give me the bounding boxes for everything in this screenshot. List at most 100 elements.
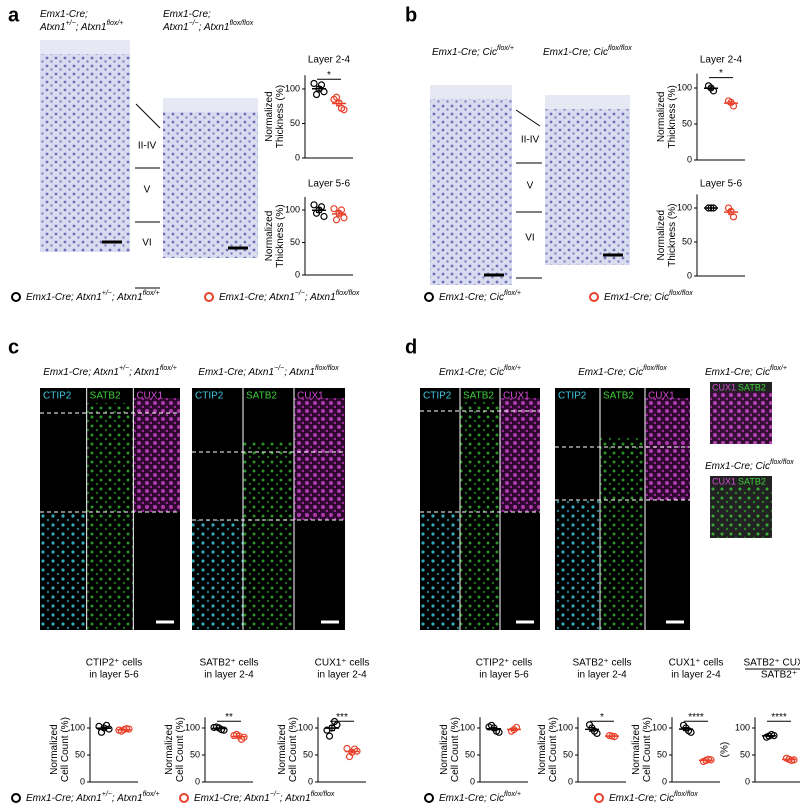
layer-label: V <box>144 185 151 196</box>
data-point <box>762 733 771 741</box>
inset-channel: SATB2 <box>738 382 766 392</box>
inset-cells <box>710 486 772 538</box>
data-point <box>330 205 338 213</box>
y-tick-label: 50 <box>190 749 200 759</box>
data-point <box>485 723 493 731</box>
legend-marker <box>179 793 189 803</box>
chart-title: Layer 2-4 <box>700 55 743 66</box>
legend-marker <box>589 292 599 302</box>
superscript: flox/+ <box>160 365 177 372</box>
layer-guide <box>135 103 161 129</box>
text-segment: Emx1-Cre; Atxn1 <box>43 367 119 378</box>
y-tick-label: 50 <box>290 237 300 247</box>
satb2-signal <box>86 403 134 630</box>
inset-channel: CUX1 <box>712 476 736 486</box>
superscript: −/− <box>274 365 284 372</box>
y-axis-label: Thickness (%) <box>275 204 286 267</box>
y-axis-label: Normalized <box>164 724 175 775</box>
y-tick-label: 0 <box>308 776 313 786</box>
text-segment: Emx1-Cre; Cic <box>705 367 770 378</box>
chart-title: SATB2⁺ cells <box>573 658 632 669</box>
legend-marker <box>204 292 214 302</box>
text-segment: Emx1-Cre; Cic <box>578 367 643 378</box>
chart-title: Layer 2-4 <box>308 55 351 66</box>
superscript: flox/+ <box>106 20 123 27</box>
legend-marker <box>11 292 21 302</box>
channel-label: CUX1 <box>297 391 324 402</box>
y-tick-label: 50 <box>290 118 300 128</box>
superscript: +/− <box>102 791 112 798</box>
chart-title: in layer 2-4 <box>671 670 721 681</box>
channel-label: CTIP2 <box>195 391 224 402</box>
cux1-signal <box>645 398 690 500</box>
channel-label: CUX1 <box>503 391 530 402</box>
chart-title: SATB2⁺ <box>761 670 797 681</box>
rich-text: Emx1-Cre; <box>40 9 88 20</box>
significance-label: *** <box>336 712 348 723</box>
superscript: flox/flox <box>311 791 335 798</box>
inset-cells <box>710 392 772 444</box>
y-tick-label: 100 <box>298 722 313 732</box>
channel-label: SATB2 <box>246 391 277 402</box>
data-point <box>782 754 791 762</box>
y-tick-label: 50 <box>303 749 313 759</box>
y-axis-label: Normalized <box>631 724 642 775</box>
rich-text: Emx1-Cre; Atxn1−/−; Atxn1flox/flox <box>198 365 339 378</box>
cux1-signal <box>294 398 345 520</box>
y-axis-label: Thickness (%) <box>275 85 286 148</box>
data-point <box>310 201 318 209</box>
rich-text: Emx1-Cre; Cicflox/flox <box>543 45 632 58</box>
nissl-image <box>163 98 258 258</box>
channel-label: CUX1 <box>648 391 675 402</box>
y-tick-label: 0 <box>80 776 85 786</box>
superscript: flox/+ <box>143 290 160 297</box>
superscript: flox/+ <box>504 290 521 297</box>
y-tick-label: 100 <box>185 722 200 732</box>
y-tick-label: 0 <box>745 776 750 786</box>
data-point <box>699 757 708 766</box>
legend-marker <box>424 793 434 803</box>
chart-title: CUX1⁺ cells <box>315 658 370 669</box>
rich-text: Emx1-Cre; Atxn1+/−; Atxn1flox/+ <box>26 290 160 303</box>
rich-text: Emx1-Cre; <box>163 9 211 20</box>
y-tick-label: 0 <box>470 776 475 786</box>
y-tick-label: 50 <box>682 118 692 128</box>
rich-text: Emx1-Cre; Atxn1+/−; Atxn1flox/+ <box>43 365 177 378</box>
nissl-image <box>545 95 630 265</box>
y-tick-label: 50 <box>75 749 85 759</box>
y-tick-label: 100 <box>285 83 300 93</box>
chart-title: in layer 5-6 <box>89 670 139 681</box>
text-segment: ; Atxn1 <box>284 367 315 378</box>
satb2-signal <box>243 442 294 630</box>
data-point <box>724 97 733 105</box>
rich-text: Atxn1−/−; Atxn1flox/flox <box>162 20 254 33</box>
chart-title: Layer 5-6 <box>700 179 743 190</box>
layer-label: VI <box>525 233 534 244</box>
rich-text: Emx1-Cre; Atxn1−/−; Atxn1flox/flox <box>194 791 335 804</box>
text-segment: ; Atxn1 <box>305 292 336 303</box>
pia-layer <box>545 95 630 109</box>
layer-label: II-IV <box>521 135 540 146</box>
chart-title: CTIP2⁺ cells <box>86 658 142 669</box>
text-segment: Emx1-Cre; Cic <box>439 292 504 303</box>
data-point <box>593 729 601 738</box>
text-segment: Emx1-Cre; <box>40 9 88 20</box>
ctip2-signal <box>192 520 243 630</box>
text-segment: Emx1-Cre; Cic <box>705 461 770 472</box>
data-point <box>220 726 228 734</box>
chart-title: Layer 5-6 <box>308 179 351 190</box>
chart-title: SATB2⁺ CUX1⁺ <box>744 658 800 669</box>
pia-layer <box>40 40 130 54</box>
text-segment: Emx1-Cre; Cic <box>439 367 504 378</box>
chart-title: in layer 2-4 <box>204 670 254 681</box>
rich-text: Emx1-Cre; Cicflox/+ <box>439 791 521 804</box>
channel-label: CTIP2 <box>558 391 587 402</box>
superscript: flox/flox <box>674 791 698 798</box>
text-segment: ; Atxn1 <box>112 793 143 804</box>
significance-label: * <box>327 70 331 81</box>
text-segment: Emx1-Cre; <box>163 9 211 20</box>
superscript: flox/flox <box>315 365 339 372</box>
cux1-signal <box>500 398 540 512</box>
y-axis-label: Thickness (%) <box>667 85 678 148</box>
